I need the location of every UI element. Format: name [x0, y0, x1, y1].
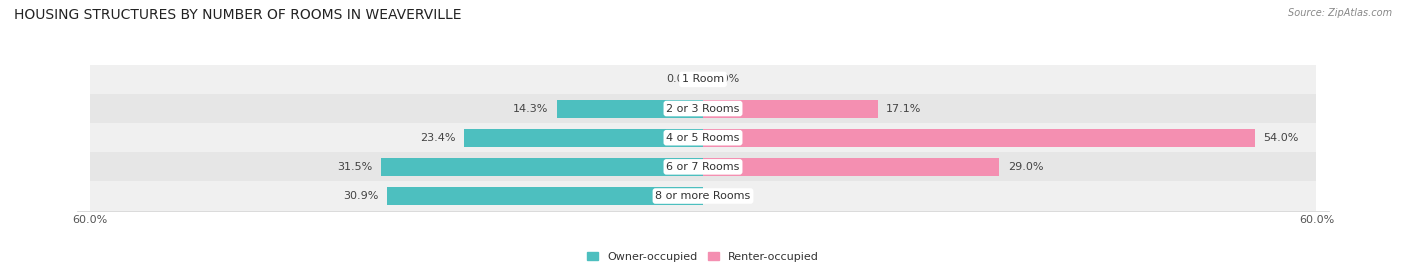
- Text: 2 or 3 Rooms: 2 or 3 Rooms: [666, 103, 740, 114]
- Text: 17.1%: 17.1%: [886, 103, 921, 114]
- Text: 8 or more Rooms: 8 or more Rooms: [655, 191, 751, 201]
- Bar: [90, 65, 1316, 94]
- Text: 0.0%: 0.0%: [711, 191, 740, 201]
- Text: Source: ZipAtlas.com: Source: ZipAtlas.com: [1288, 8, 1392, 18]
- Text: 14.3%: 14.3%: [513, 103, 548, 114]
- Text: 31.5%: 31.5%: [337, 162, 373, 172]
- Bar: [703, 100, 877, 117]
- Text: 30.9%: 30.9%: [343, 191, 380, 201]
- Text: 23.4%: 23.4%: [420, 133, 456, 143]
- Bar: [557, 100, 703, 117]
- Bar: [90, 94, 1316, 123]
- Text: 0.0%: 0.0%: [711, 74, 740, 85]
- Bar: [90, 123, 1316, 152]
- Text: HOUSING STRUCTURES BY NUMBER OF ROOMS IN WEAVERVILLE: HOUSING STRUCTURES BY NUMBER OF ROOMS IN…: [14, 8, 461, 22]
- Bar: [90, 152, 1316, 181]
- Text: 29.0%: 29.0%: [1008, 162, 1043, 172]
- Text: 0.0%: 0.0%: [666, 74, 695, 85]
- Text: 1 Room: 1 Room: [682, 74, 724, 85]
- Bar: [703, 129, 1256, 147]
- Text: 6 or 7 Rooms: 6 or 7 Rooms: [666, 162, 740, 172]
- Bar: [703, 158, 1000, 176]
- Bar: [90, 181, 1316, 211]
- Text: 4 or 5 Rooms: 4 or 5 Rooms: [666, 133, 740, 143]
- Legend: Owner-occupied, Renter-occupied: Owner-occupied, Renter-occupied: [586, 252, 820, 262]
- Text: 54.0%: 54.0%: [1263, 133, 1299, 143]
- Bar: [387, 187, 703, 205]
- Bar: [381, 158, 703, 176]
- Bar: [464, 129, 703, 147]
